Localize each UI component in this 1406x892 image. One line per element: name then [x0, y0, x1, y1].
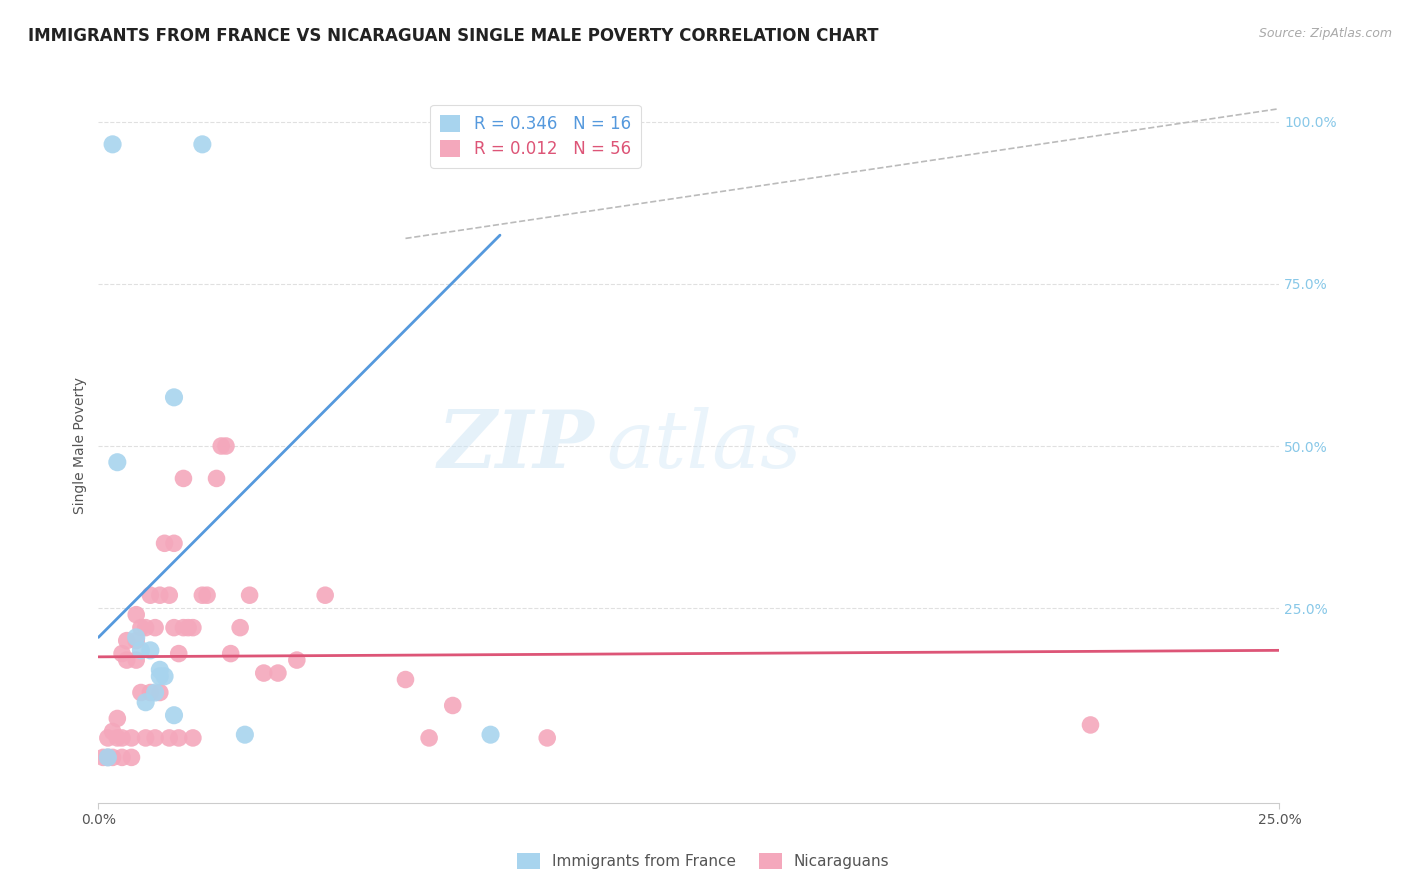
Text: atlas: atlas — [606, 408, 801, 484]
Point — [125, 607, 148, 622]
Point — [233, 728, 256, 742]
Point — [149, 588, 172, 602]
Point — [143, 685, 166, 699]
Point — [479, 728, 502, 742]
Point — [105, 731, 128, 745]
Point — [139, 685, 162, 699]
Point — [101, 750, 124, 764]
Point — [195, 588, 218, 602]
Point — [181, 731, 204, 745]
Point — [135, 731, 157, 745]
Point — [121, 731, 143, 745]
Point — [115, 633, 138, 648]
Point — [115, 653, 138, 667]
Point — [97, 750, 120, 764]
Point — [167, 731, 190, 745]
Point — [129, 685, 152, 699]
Point — [172, 471, 194, 485]
Point — [163, 390, 186, 404]
Point — [285, 653, 308, 667]
Point — [153, 669, 176, 683]
Point — [125, 633, 148, 648]
Point — [163, 536, 186, 550]
Point — [181, 621, 204, 635]
Point — [135, 695, 157, 709]
Point — [101, 137, 124, 152]
Point — [149, 663, 172, 677]
Point — [163, 708, 186, 723]
Point — [129, 643, 152, 657]
Point — [441, 698, 464, 713]
Point — [157, 588, 180, 602]
Point — [172, 621, 194, 635]
Point — [149, 685, 172, 699]
Point — [91, 750, 114, 764]
Point — [105, 711, 128, 725]
Text: IMMIGRANTS FROM FRANCE VS NICARAGUAN SINGLE MALE POVERTY CORRELATION CHART: IMMIGRANTS FROM FRANCE VS NICARAGUAN SIN… — [28, 27, 879, 45]
Point — [177, 621, 200, 635]
Point — [135, 621, 157, 635]
Point — [97, 750, 120, 764]
Point — [111, 731, 134, 745]
Point — [394, 673, 416, 687]
Point — [121, 750, 143, 764]
Point — [536, 731, 558, 745]
Legend: R = 0.346   N = 16, R = 0.012   N = 56: R = 0.346 N = 16, R = 0.012 N = 56 — [430, 104, 641, 168]
Point — [219, 647, 242, 661]
Point — [253, 666, 276, 681]
Point — [97, 731, 120, 745]
Point — [215, 439, 238, 453]
Point — [125, 631, 148, 645]
Point — [205, 471, 228, 485]
Text: ZIP: ZIP — [437, 408, 595, 484]
Y-axis label: Single Male Poverty: Single Male Poverty — [73, 377, 87, 515]
Point — [239, 588, 262, 602]
Point — [149, 669, 172, 683]
Point — [153, 536, 176, 550]
Point — [1080, 718, 1102, 732]
Point — [267, 666, 290, 681]
Point — [314, 588, 336, 602]
Legend: Immigrants from France, Nicaraguans: Immigrants from France, Nicaraguans — [510, 847, 896, 875]
Point — [163, 621, 186, 635]
Point — [167, 647, 190, 661]
Point — [191, 588, 214, 602]
Point — [157, 731, 180, 745]
Point — [125, 653, 148, 667]
Point — [209, 439, 232, 453]
Text: Source: ZipAtlas.com: Source: ZipAtlas.com — [1258, 27, 1392, 40]
Point — [111, 750, 134, 764]
Point — [191, 137, 214, 152]
Point — [418, 731, 440, 745]
Point — [139, 643, 162, 657]
Point — [229, 621, 252, 635]
Point — [111, 647, 134, 661]
Point — [105, 455, 128, 469]
Point — [143, 731, 166, 745]
Point — [139, 588, 162, 602]
Point — [101, 724, 124, 739]
Point — [129, 621, 152, 635]
Point — [143, 621, 166, 635]
